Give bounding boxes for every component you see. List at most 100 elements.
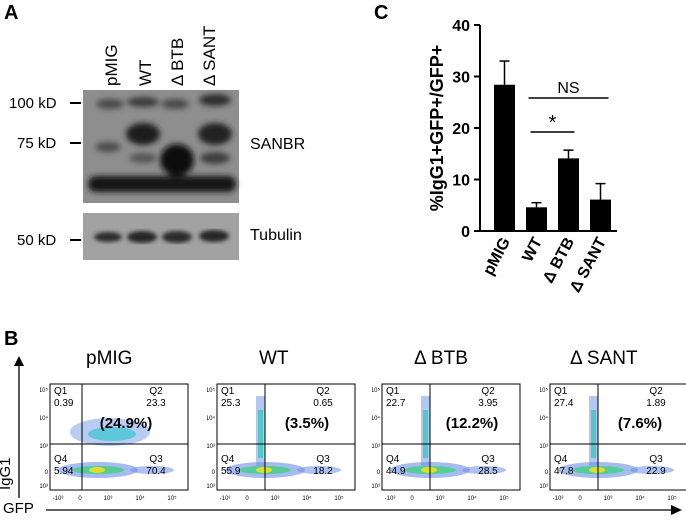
y-tick-label: 10³ <box>372 444 380 450</box>
quadrant-name: Q4 <box>554 454 568 465</box>
y-tick-label: 20 <box>452 121 470 138</box>
quadrant-value: 0.39 <box>54 398 74 409</box>
quadrant-name: Q3 <box>316 454 330 465</box>
x-tick-label: 10⁵ <box>334 495 344 502</box>
bar <box>558 158 579 231</box>
x-tick-label: 10⁴ <box>635 495 645 502</box>
flow-plot-title: Δ SANT <box>570 348 638 369</box>
quadrant-value: 23.3 <box>146 398 166 409</box>
flow-plot-title: Δ BTB <box>414 348 468 369</box>
quadrant-name: Q3 <box>481 454 495 465</box>
quadrant-value: 70.4 <box>146 466 166 477</box>
x-tick-label: -10³ <box>53 496 64 502</box>
quadrant-name: Q4 <box>54 454 68 465</box>
flow-plot: pMIG -10³ 0 10³ 10⁴ 10⁵ 10⁵ 10⁴ 10³ 0 -10³ Q10.39 Q2… <box>40 346 190 506</box>
x-tick-label: 10⁴ <box>467 495 477 502</box>
x-tick-label: 0 <box>78 496 82 502</box>
y-tick-label: 10⁵ <box>40 387 49 394</box>
y-tick-label: 0 <box>45 470 49 476</box>
marker-50kd: 50 kD <box>17 232 57 249</box>
quadrant-value: 44.9 <box>386 466 406 477</box>
density-peak <box>89 467 105 473</box>
y-tick-label: 10³ <box>540 444 548 450</box>
quadrant-value: 3.95 <box>478 398 498 409</box>
y-tick-label: 10⁵ <box>207 387 216 394</box>
quadrant-value: 47.8 <box>554 466 574 477</box>
quadrant-value: 0.65 <box>313 398 333 409</box>
bar <box>494 84 515 232</box>
y-tick-label: 10⁴ <box>540 415 548 422</box>
density-region <box>462 466 506 474</box>
quadrant-value: 22.9 <box>646 466 666 477</box>
y-tick-label: 10⁵ <box>540 387 549 394</box>
quadrant-name: Q1 <box>54 386 68 397</box>
western-blot <box>70 90 239 260</box>
tubulin-label: Tubulin <box>250 227 302 244</box>
marker-75kd: 75 kD <box>17 135 57 152</box>
y-tick-label: 10⁴ <box>372 415 380 422</box>
density-core <box>258 410 263 458</box>
y-tick-label: 30 <box>452 70 470 87</box>
igg1-axis-title: IgG1 <box>0 457 14 490</box>
y-tick-label: -10³ <box>372 484 380 490</box>
sig-label: * <box>549 112 557 134</box>
quadrant-value: 28.5 <box>478 466 498 477</box>
y-axis-label: %IgG1+GFP+/GFP+ <box>427 45 447 212</box>
flow-axes-arrows <box>14 356 682 515</box>
panel-b-letter: B <box>4 328 19 350</box>
y-tick-label: 0 <box>212 470 216 476</box>
y-tick-label: 0 <box>545 470 549 476</box>
y-tick-label: 10³ <box>40 444 48 450</box>
flow-plot-title: WT <box>259 348 289 369</box>
quadrant-name: Q2 <box>316 386 330 397</box>
x-tick-label: 10³ <box>104 496 113 502</box>
bar <box>526 207 547 231</box>
x-tick-label: pMIG <box>480 235 514 278</box>
highlight-percent: (7.6%) <box>618 415 662 432</box>
flow-plot-canvas: -10³ 0 10³ 10⁴ 10⁵ 10⁵ 10⁴ 10³ 0 -10³ Q10.39 Q223.3… <box>40 383 189 502</box>
y-tick-label: -10³ <box>40 484 48 490</box>
y-tick-label: -10³ <box>540 484 548 490</box>
x-tick-label: 10⁵ <box>499 495 509 502</box>
quadrant-value: 55.9 <box>221 466 241 477</box>
quadrant-name: Q1 <box>386 386 400 397</box>
density-core <box>591 410 596 458</box>
ns-label: NS <box>557 80 579 97</box>
x-tick-label: -10³ <box>385 496 396 502</box>
quadrant-name: Q1 <box>221 386 235 397</box>
highlight-percent: (24.9%) <box>100 415 153 432</box>
density-core <box>88 427 136 441</box>
x-tick-label: 10³ <box>271 496 280 502</box>
quadrant-value: 25.3 <box>221 398 241 409</box>
panel-c-letter: C <box>374 2 389 24</box>
quadrant-name: Q4 <box>221 454 235 465</box>
x-tick-label: 10⁵ <box>667 495 677 502</box>
density-peak <box>421 467 437 473</box>
gfp-axis-title: GFP <box>3 500 34 517</box>
sanbr-blot-image <box>83 90 239 203</box>
tubulin-blot-image <box>83 213 239 260</box>
density-peak <box>256 467 272 473</box>
x-tick-label: 10³ <box>436 496 445 502</box>
y-tick-label: 0 <box>377 470 381 476</box>
x-tick-label: 10⁴ <box>135 495 145 502</box>
highlight-percent: (12.2%) <box>446 415 499 432</box>
y-tick-label: -10³ <box>207 484 215 490</box>
x-tick-label: 0 <box>245 496 249 502</box>
x-tick-label: 0 <box>410 496 414 502</box>
density-core <box>423 410 428 458</box>
y-tick-label: 0 <box>461 224 470 241</box>
marker-100kd: 100 kD <box>9 95 57 112</box>
quadrant-name: Q3 <box>149 454 163 465</box>
panel-a-letter: A <box>4 2 19 24</box>
quadrant-value: 27.4 <box>554 398 574 409</box>
bar <box>590 199 611 231</box>
quadrant-name: Q2 <box>481 386 495 397</box>
flow-plot: Δ SANT -10³ 0 10³ 10⁴ 10⁵ 10⁵ 10⁴ 10³ 0 -10³ Q127.4… <box>540 346 686 506</box>
y-tick-label: 10⁴ <box>207 415 215 422</box>
